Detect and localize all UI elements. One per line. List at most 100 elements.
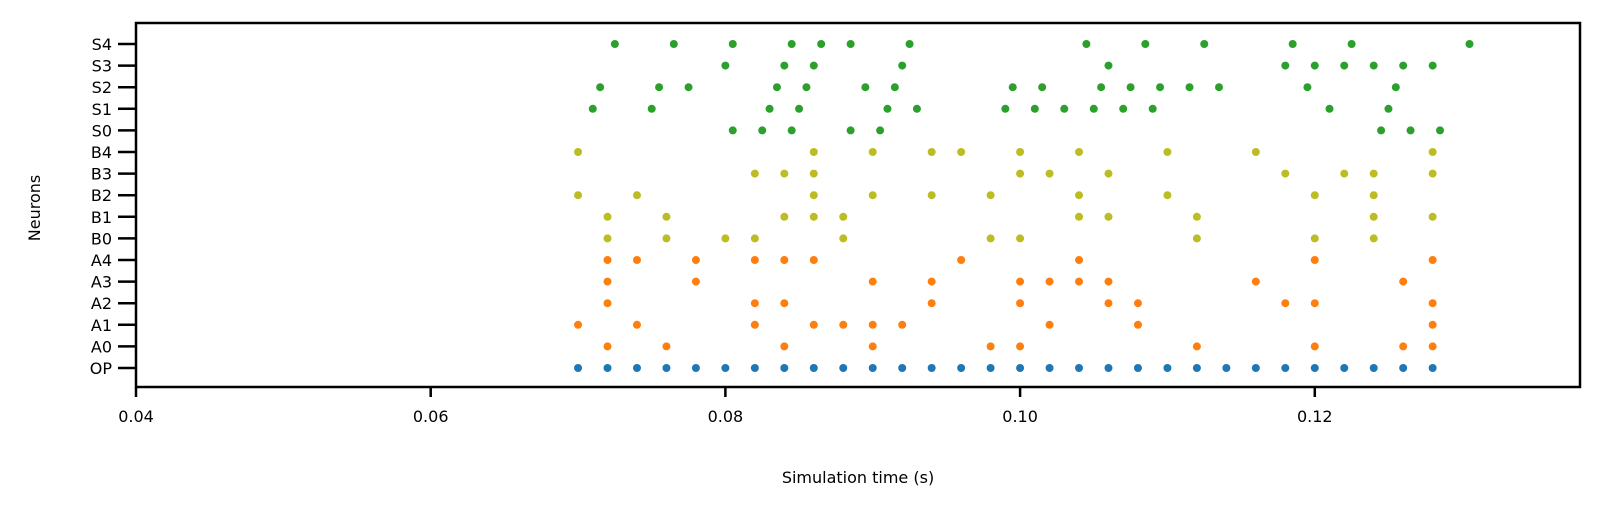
spike-point-op [1399,364,1408,372]
x-tick-label: 0.04 [118,407,154,426]
y-tick-label: S0 [92,121,112,140]
spike-point-b2 [1369,191,1378,200]
spike-point-s3 [780,61,789,70]
spike-point-b0 [986,234,995,243]
spike-point-a1 [1045,320,1054,329]
spike-point-s0 [1436,126,1445,135]
spike-point-b3 [1045,169,1054,178]
spike-point-a3 [868,277,877,286]
y-tick-label: B1 [91,208,112,227]
spike-point-s4 [1347,40,1356,48]
spike-point-s1 [1089,104,1098,113]
spike-point-b2 [1310,191,1319,200]
spike-point-s3 [898,61,907,70]
spike-point-a0 [868,342,877,351]
spike-point-a4 [603,256,612,264]
spike-point-b1 [809,212,818,221]
spike-point-s3 [1281,61,1290,70]
spike-point-a2 [1133,299,1142,308]
spike-point-s3 [1369,61,1378,70]
spike-point-s4 [1200,40,1209,48]
spike-point-op [632,364,641,372]
spike-point-a2 [1310,299,1319,308]
spike-point-s2 [1156,83,1165,92]
spike-point-a4 [691,256,700,264]
x-tick-label: 0.12 [1297,407,1333,426]
spike-point-a3 [1075,277,1084,286]
spike-point-s3 [1399,61,1408,70]
y-tick-label: B0 [91,229,112,248]
spike-point-a3 [603,277,612,286]
spike-point-op [868,364,877,372]
spike-point-a0 [662,342,671,351]
spike-point-a2 [780,299,789,308]
spike-point-s3 [1340,61,1349,70]
x-tick-label: 0.08 [708,407,744,426]
spike-point-b2 [986,191,995,200]
spike-point-b0 [721,234,730,243]
spike-point-a4 [632,256,641,264]
spike-point-s2 [1126,83,1135,92]
spike-point-a0 [1428,342,1437,351]
spike-point-op [780,364,789,372]
spike-point-a0 [986,342,995,351]
y-tick-label: S2 [92,78,112,97]
spike-point-b4 [1163,148,1172,156]
spike-point-s3 [809,61,818,70]
spike-point-b4 [957,148,966,156]
spike-point-s0 [1406,126,1415,135]
spike-point-b4 [1075,148,1084,156]
y-tick-label: A3 [91,273,112,292]
spike-point-b4 [1016,148,1025,156]
spike-point-s4 [1288,40,1297,48]
spike-point-b0 [662,234,671,243]
spike-point-s4 [728,40,737,48]
spike-point-op [809,364,818,372]
spike-point-s2 [1303,83,1312,92]
y-tick-label: B2 [91,186,112,205]
spike-point-b4 [809,148,818,156]
spike-point-op [1281,364,1290,372]
spike-point-s4 [1141,40,1150,48]
spike-point-s1 [883,104,892,113]
spike-point-a1 [632,320,641,329]
spike-point-s4 [669,40,678,48]
spike-point-b1 [1369,212,1378,221]
spike-point-b4 [1428,148,1437,156]
spike-point-s1 [1030,104,1039,113]
spike-point-b4 [927,148,936,156]
spike-point-op [1075,364,1084,372]
spike-point-op [1428,364,1437,372]
spike-point-s0 [758,126,767,135]
spike-point-a2 [1104,299,1113,308]
spike-point-op [603,364,612,372]
y-tick-label: A1 [91,316,112,335]
spike-point-s2 [1185,83,1194,92]
spike-point-s1 [1384,104,1393,113]
y-tick-label: A4 [91,251,112,270]
spike-point-s3 [721,61,730,70]
spike-point-a3 [1045,277,1054,286]
spike-point-b1 [662,212,671,221]
spike-point-a4 [1310,256,1319,264]
spike-point-s4 [817,40,826,48]
spike-point-a4 [809,256,818,264]
y-tick-label: B3 [91,165,112,184]
spike-point-s0 [1377,126,1386,135]
spike-point-a0 [780,342,789,351]
y-tick-label: S3 [92,57,112,76]
spike-point-s2 [655,83,664,92]
spike-point-s2 [802,83,811,92]
spike-point-b0 [1016,234,1025,243]
spike-point-s1 [588,104,597,113]
spike-point-s2 [772,83,781,92]
spike-point-a0 [1310,342,1319,351]
y-tick-label: S1 [92,100,112,119]
spike-point-b0 [750,234,759,243]
spike-point-s0 [846,126,855,135]
spike-point-op [986,364,995,372]
spike-point-s3 [1310,61,1319,70]
spike-point-b2 [1075,191,1084,200]
spike-point-s1 [1325,104,1334,113]
